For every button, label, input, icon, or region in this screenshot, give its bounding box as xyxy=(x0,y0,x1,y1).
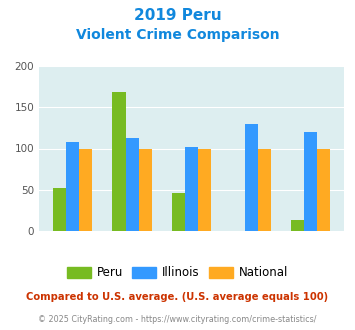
Text: Compared to U.S. average. (U.S. average equals 100): Compared to U.S. average. (U.S. average … xyxy=(26,292,329,302)
Bar xyxy=(79,148,92,231)
Bar xyxy=(66,142,79,231)
Bar xyxy=(245,124,258,231)
Text: © 2025 CityRating.com - https://www.cityrating.com/crime-statistics/: © 2025 CityRating.com - https://www.city… xyxy=(38,315,317,324)
Bar xyxy=(317,148,331,231)
Bar xyxy=(304,132,317,231)
Bar xyxy=(113,91,126,231)
Text: Violent Crime Comparison: Violent Crime Comparison xyxy=(76,28,279,42)
Bar xyxy=(198,148,211,231)
Bar xyxy=(172,193,185,231)
Text: 2019 Peru: 2019 Peru xyxy=(134,8,221,23)
Bar xyxy=(185,147,198,231)
Bar xyxy=(53,188,66,231)
Legend: Peru, Illinois, National: Peru, Illinois, National xyxy=(62,262,293,284)
Bar xyxy=(258,148,271,231)
Bar xyxy=(139,148,152,231)
Bar xyxy=(126,138,139,231)
Bar xyxy=(291,220,304,231)
